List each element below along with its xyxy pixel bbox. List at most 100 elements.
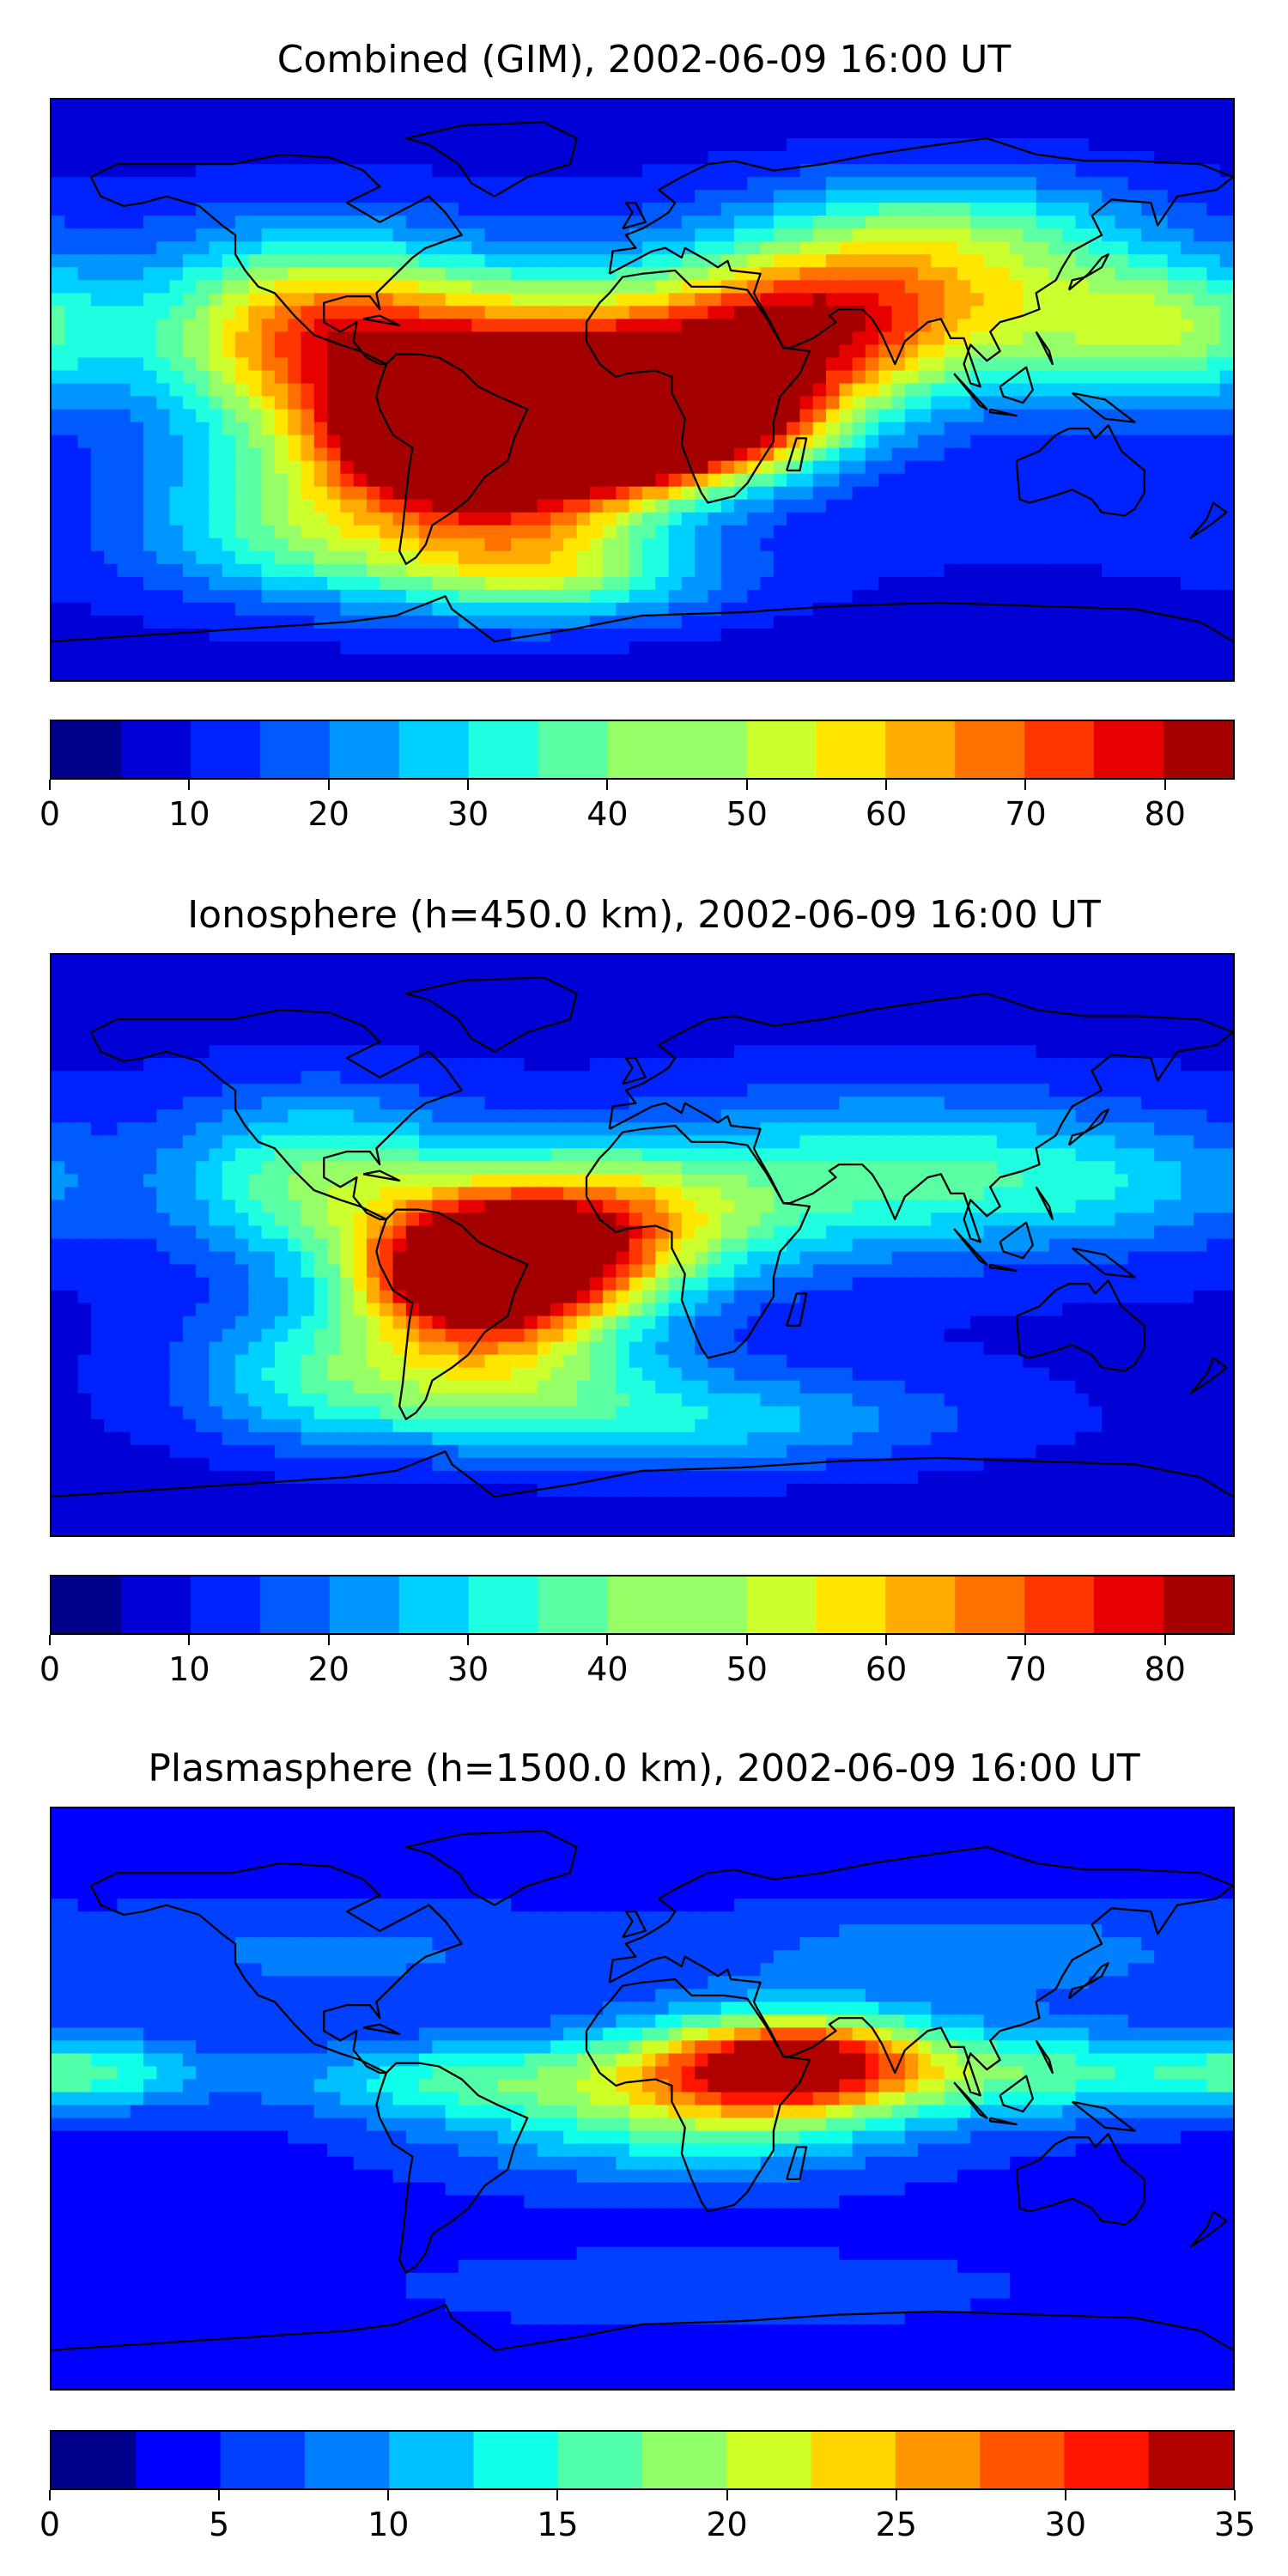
coastline-16 bbox=[1035, 331, 1054, 366]
colorbar-tick-label: 20 bbox=[307, 1650, 349, 1688]
coastline-14 bbox=[1189, 2210, 1228, 2248]
colorbar-tick-label: 80 bbox=[1144, 795, 1186, 833]
coastline-8 bbox=[1067, 1962, 1109, 2000]
coastline-12 bbox=[999, 366, 1034, 404]
colorbar-bin bbox=[190, 721, 261, 778]
panel-2-colorbar-ticks: 0 10 20 30 40 50 60 70 80 bbox=[39, 1635, 1235, 1688]
colorbar-tick bbox=[467, 780, 470, 790]
colorbar-bin bbox=[642, 2432, 727, 2488]
panel-3-colorbar bbox=[50, 2430, 1235, 2490]
colorbar-tick-label: 40 bbox=[586, 1650, 629, 1688]
colorbar-tick-label: 50 bbox=[726, 1650, 768, 1688]
colorbar-tick-label: 10 bbox=[168, 795, 210, 833]
panel-2-title: Ionosphere (h=450.0 km), 2002-06-09 16:0… bbox=[187, 893, 1101, 937]
coastline-3 bbox=[608, 992, 1233, 1243]
colorbar-bin bbox=[220, 2432, 306, 2488]
coastline-4 bbox=[1015, 2133, 1145, 2226]
coastline-14 bbox=[1189, 501, 1228, 539]
coastline-6 bbox=[404, 976, 578, 1053]
coastline-10 bbox=[953, 2081, 988, 2119]
colorbar-bin bbox=[468, 721, 539, 778]
colorbar-bin bbox=[52, 2432, 137, 2488]
colorbar-bin bbox=[120, 721, 191, 778]
coastline-9 bbox=[786, 2146, 808, 2181]
colorbar-bin bbox=[52, 1577, 122, 1633]
colorbar-tick bbox=[895, 2490, 897, 2500]
panel-1-title: Combined (GIM), 2002-06-09 16:00 UT bbox=[276, 38, 1012, 82]
panel-3-colorbar-bins bbox=[52, 2432, 1233, 2488]
panel-3-map bbox=[50, 1807, 1235, 2391]
colorbar-tick-label: 5 bbox=[209, 2506, 230, 2543]
colorbar-tick bbox=[745, 780, 748, 790]
coastline-15 bbox=[362, 1170, 401, 1182]
colorbar-bin bbox=[746, 1577, 817, 1633]
panel-2-heatmap bbox=[52, 955, 1233, 1535]
colorbar-bin bbox=[1163, 1577, 1233, 1633]
coastline-9 bbox=[786, 1292, 808, 1327]
colorbar-bin bbox=[607, 1577, 678, 1633]
panel-3-colorbar-ticks: 0 5 10 15 20 25 30 35 bbox=[39, 2490, 1255, 2543]
colorbar-tick-label: 25 bbox=[875, 2506, 917, 2543]
colorbar-bin bbox=[136, 2432, 222, 2488]
colorbar-tick bbox=[188, 780, 191, 790]
colorbar-tick bbox=[726, 2490, 728, 2500]
colorbar-tick bbox=[49, 2490, 51, 2500]
colorbar-bin bbox=[538, 721, 609, 778]
coastline-5 bbox=[52, 1450, 1233, 1498]
colorbar-bin bbox=[980, 2432, 1066, 2488]
colorbar-bin bbox=[557, 2432, 643, 2488]
colorbar-tick-label: 40 bbox=[586, 795, 629, 833]
colorbar-bin bbox=[955, 721, 1025, 778]
colorbar-tick bbox=[1064, 2490, 1066, 2500]
coastline-0 bbox=[89, 1008, 463, 1221]
colorbar-tick-label: 60 bbox=[865, 1650, 908, 1688]
colorbar-bin bbox=[329, 721, 400, 778]
colorbar-tick bbox=[1024, 1635, 1027, 1645]
colorbar-bin bbox=[468, 1577, 539, 1633]
coastline-15 bbox=[362, 314, 401, 327]
coastline-7 bbox=[622, 202, 647, 230]
colorbar-tick bbox=[606, 780, 609, 790]
colorbar-bin bbox=[398, 721, 470, 778]
colorbar-tick bbox=[327, 780, 330, 790]
colorbar-bin bbox=[1163, 721, 1233, 778]
coastline-1 bbox=[375, 1208, 529, 1420]
colorbar-bin bbox=[885, 721, 956, 778]
colorbar-bin bbox=[190, 1577, 261, 1633]
colorbar-tick bbox=[1163, 1635, 1166, 1645]
coastline-3 bbox=[608, 137, 1233, 388]
coastline-0 bbox=[89, 153, 463, 366]
coastline-1 bbox=[375, 2062, 529, 2274]
colorbar-tick bbox=[1024, 780, 1027, 790]
panel-2-map bbox=[50, 953, 1235, 1537]
colorbar-bin bbox=[816, 1577, 886, 1633]
colorbar-bin bbox=[538, 1577, 609, 1633]
colorbar-tick bbox=[218, 2490, 221, 2500]
panel-1-colorbar bbox=[50, 720, 1235, 780]
coastline-4 bbox=[1015, 1279, 1145, 1372]
colorbar-tick-label: 0 bbox=[39, 1650, 61, 1688]
colorbar-bin bbox=[1094, 1577, 1164, 1633]
colorbar-tick-label: 35 bbox=[1213, 2506, 1256, 2543]
colorbar-tick-label: 10 bbox=[168, 1650, 210, 1688]
colorbar-tick-label: 30 bbox=[447, 795, 489, 833]
colorbar-tick-label: 20 bbox=[706, 2506, 748, 2543]
coastline-11 bbox=[989, 2117, 1018, 2126]
colorbar-tick bbox=[745, 1635, 748, 1645]
colorbar-bin bbox=[607, 721, 678, 778]
colorbar-bin bbox=[1148, 2432, 1233, 2488]
coastline-9 bbox=[786, 437, 808, 472]
colorbar-tick-label: 20 bbox=[307, 795, 349, 833]
coastline-13 bbox=[1071, 1247, 1136, 1279]
colorbar-tick-label: 10 bbox=[368, 2506, 410, 2543]
colorbar-tick-label: 15 bbox=[537, 2506, 579, 2543]
coastline-13 bbox=[1071, 392, 1136, 423]
colorbar-tick bbox=[188, 1635, 191, 1645]
colorbar-bin bbox=[677, 1577, 748, 1633]
coastline-2 bbox=[585, 1124, 811, 1359]
colorbar-bin bbox=[677, 721, 748, 778]
coastline-7 bbox=[622, 1057, 647, 1085]
panel-2-colorbar-bins bbox=[52, 1577, 1233, 1633]
colorbar-tick bbox=[885, 1635, 888, 1645]
colorbar-bin bbox=[304, 2432, 390, 2488]
